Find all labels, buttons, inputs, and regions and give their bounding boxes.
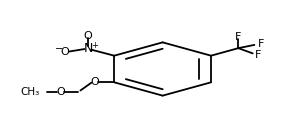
Text: O: O bbox=[56, 87, 65, 97]
Text: N: N bbox=[84, 42, 93, 55]
Text: F: F bbox=[255, 50, 262, 60]
Text: O: O bbox=[90, 77, 99, 87]
Text: O: O bbox=[60, 47, 69, 57]
Text: CH₃: CH₃ bbox=[20, 87, 39, 97]
Text: O: O bbox=[84, 31, 92, 41]
Text: F: F bbox=[257, 39, 264, 49]
Text: +: + bbox=[91, 41, 98, 50]
Text: F: F bbox=[235, 32, 242, 42]
Text: −: − bbox=[55, 44, 63, 54]
